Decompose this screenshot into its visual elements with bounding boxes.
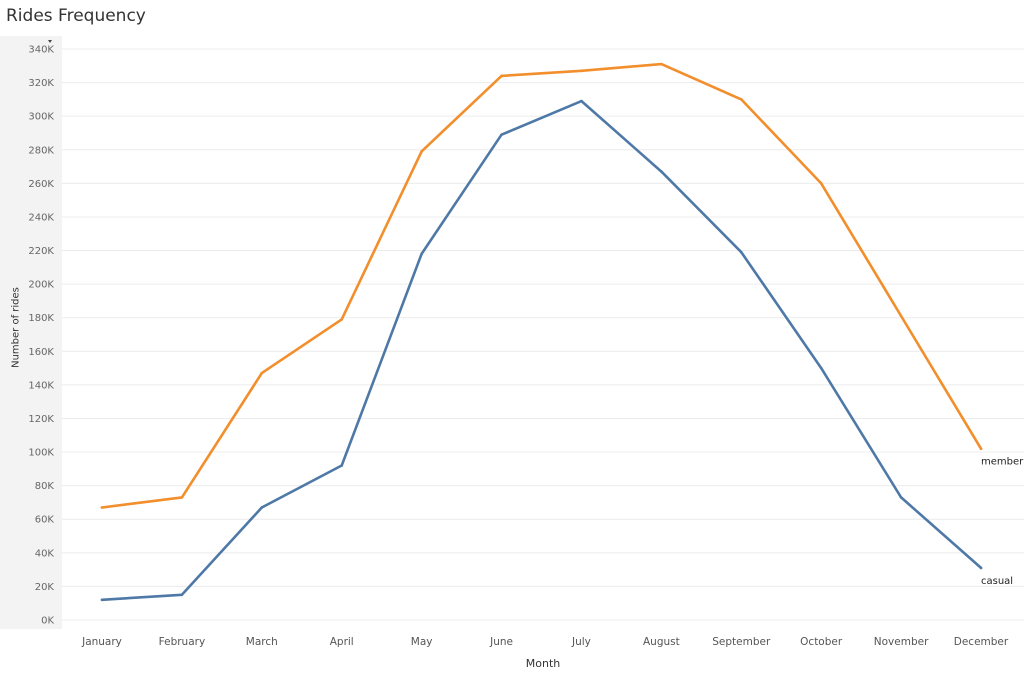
y-tick-label: 0K [41,616,54,627]
data-point-member [739,98,743,101]
data-point-member [979,447,983,451]
y-tick-label: 200K [28,280,54,291]
data-point-casual [500,133,503,136]
data-point-member [660,62,663,66]
y-tick-label: 220K [28,246,54,257]
x-tick-label: September [712,636,771,648]
data-point-member [899,314,903,318]
x-tick-label: January [81,636,122,648]
x-tick-label: December [954,636,1009,648]
chart-title: Rides Frequency [6,6,146,26]
data-point-member [180,496,184,499]
y-tick-label: 260K [28,179,54,190]
y-tick-label: 340K [28,45,54,56]
x-tick-label: October [800,636,843,648]
y-tick-label: 40K [35,548,55,559]
series-end-label-casual: casual [981,576,1013,587]
x-tick-label: April [330,636,354,648]
y-tick-label: 280K [28,145,54,156]
y-tick-label: 100K [28,448,54,459]
y-tick-label: 240K [28,212,54,223]
data-point-casual [739,250,743,254]
data-point-casual [580,99,583,103]
data-point-member [420,150,423,153]
data-point-casual [180,593,184,597]
x-tick-label: June [489,636,513,648]
x-tick-label: July [571,636,591,648]
x-axis-title: Month [525,657,561,670]
x-tick-label: March [246,636,278,648]
data-point-member [500,74,503,78]
series-line-member [100,62,983,509]
data-point-casual [260,506,264,509]
y-tick-label: 300K [28,112,54,123]
x-tick-label: May [411,636,433,648]
data-point-casual [100,598,104,602]
data-point-casual [899,496,903,499]
data-point-casual [979,566,983,570]
y-tick-label: 120K [28,414,54,425]
data-point-member [340,318,344,321]
y-axis-panel [0,36,62,629]
axis-caret-icon [48,40,52,43]
series-end-label-member: member [981,457,1024,468]
y-tick-label: 180K [28,313,54,324]
y-tick-label: 320K [28,78,54,89]
x-tick-label: February [159,636,206,648]
y-tick-label: 140K [28,380,54,391]
x-tick-label: November [874,636,929,648]
y-tick-label: 60K [35,515,55,526]
y-tick-label: 160K [28,347,54,358]
data-point-member [580,69,583,73]
series-line-casual [100,99,983,602]
data-point-member [260,371,264,375]
data-point-casual [819,366,823,370]
y-tick-label: 80K [35,481,55,492]
y-tick-label: 20K [35,582,55,593]
data-point-member [819,182,823,185]
data-point-casual [660,170,663,173]
data-point-casual [420,252,423,256]
x-tick-label: August [643,636,680,648]
data-point-member [100,506,104,509]
data-point-casual [340,464,344,467]
